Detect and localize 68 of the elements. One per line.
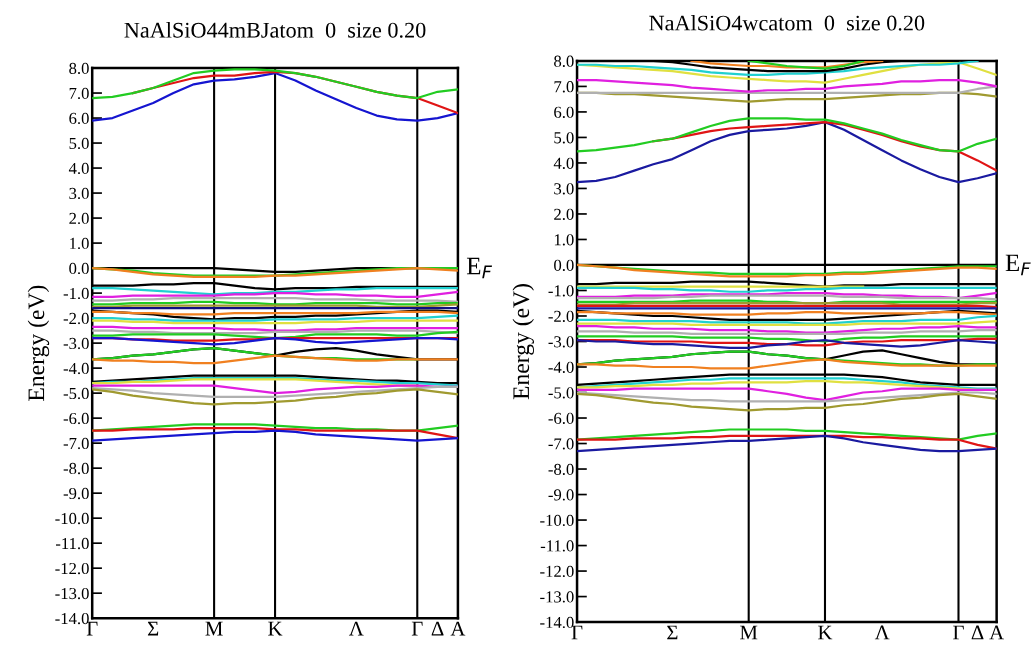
y-axis-title: Energy (eV) <box>27 285 50 401</box>
y-tick-label: -12.0 <box>55 562 89 575</box>
x-tick-label: Γ <box>571 625 583 640</box>
y-tick-label: -6.0 <box>548 412 574 425</box>
y-tick-label: -10.0 <box>540 514 574 527</box>
y-tick-label: -1.0 <box>548 285 574 297</box>
y-tick-label: 1.0 <box>554 234 574 246</box>
y-tick-label: -10.0 <box>55 512 89 525</box>
y-tick-label: -11.0 <box>55 537 89 550</box>
y-tick-label: 5.0 <box>69 137 89 150</box>
y-tick-label: 5.0 <box>554 132 574 144</box>
text: E$_{F}$ <box>1005 254 1031 276</box>
y-tick-label: 1.0 <box>70 237 89 250</box>
y-tick-label: 0.0 <box>554 259 574 271</box>
y-tick-label: -9.0 <box>63 487 89 500</box>
x-tick-label: Λ <box>874 625 890 640</box>
y-tick-label: 4.0 <box>68 162 89 175</box>
y-tick-label: -2.0 <box>548 310 574 323</box>
y-tick-label: -6.0 <box>63 412 89 425</box>
y-tick-label: -3.0 <box>548 336 574 348</box>
y-tick-label: -14.0 <box>540 616 574 629</box>
y-tick-label: -9.0 <box>548 489 574 501</box>
y-tick-label: 7.0 <box>554 81 574 93</box>
y-tick-label: -5.0 <box>548 387 574 399</box>
x-tick-label: A <box>450 621 466 636</box>
y-tick-label: -14.0 <box>55 612 89 625</box>
y-tick-label: -8.0 <box>548 463 574 476</box>
y-tick-label: 3.0 <box>69 187 89 200</box>
y-tick-label: -3.0 <box>63 337 89 350</box>
x-tick-label: Λ <box>348 621 364 636</box>
x-tick-label: M <box>205 621 223 636</box>
y-tick-label: -13.0 <box>55 587 89 600</box>
x-tick-label: Σ <box>667 625 678 640</box>
y-tick-label: 0.0 <box>69 262 89 275</box>
x-tick-label: Σ <box>147 621 159 636</box>
x-tick-label: Γ <box>953 625 964 640</box>
y-tick-label: 2.0 <box>554 208 574 220</box>
x-tick-label: M <box>740 625 758 640</box>
x-tick-label: A <box>989 625 1004 640</box>
x-tick-label: Γ <box>86 621 98 636</box>
x-tick-label: Γ <box>411 621 423 636</box>
y-tick-label: 6.0 <box>554 106 574 118</box>
y-tick-label: 8.0 <box>554 55 574 67</box>
y-tick-label: -2.0 <box>63 312 89 325</box>
y-tick-label: 7.0 <box>69 87 89 100</box>
y-tick-label: -8.0 <box>63 462 89 475</box>
text: E$_{F}$ <box>466 257 493 279</box>
y-tick-label: -12.0 <box>540 565 574 578</box>
y-tick-label: -1.0 <box>63 287 89 300</box>
y-tick-label: 6.0 <box>69 112 89 125</box>
x-tick-label: Δ <box>971 625 984 640</box>
y-tick-label: 2.0 <box>69 212 89 225</box>
y-tick-label: -4.0 <box>548 361 574 374</box>
y-tick-label: -7.0 <box>548 438 574 450</box>
y-tick-label: -4.0 <box>63 362 89 375</box>
x-tick-label: K <box>268 621 283 636</box>
y-tick-label: 4.0 <box>553 157 574 169</box>
y-tick-label: -11.0 <box>540 540 574 552</box>
y-tick-label: -7.0 <box>63 437 89 450</box>
y-tick-label: -13.0 <box>540 591 574 603</box>
y-tick-label: 3.0 <box>554 183 574 195</box>
y-tick-label: 8.0 <box>69 62 89 75</box>
chart-title: NaAlSiO4wcatom 0 size 0.20 <box>649 14 925 31</box>
y-tick-label: -5.0 <box>63 387 89 400</box>
x-tick-label: Δ <box>431 621 444 636</box>
chart-title: NaAlSiO44mBJatom 0 size 0.20 <box>124 22 426 38</box>
y-axis-title: Energy (eV) <box>512 284 534 400</box>
x-tick-label: K <box>818 625 833 640</box>
